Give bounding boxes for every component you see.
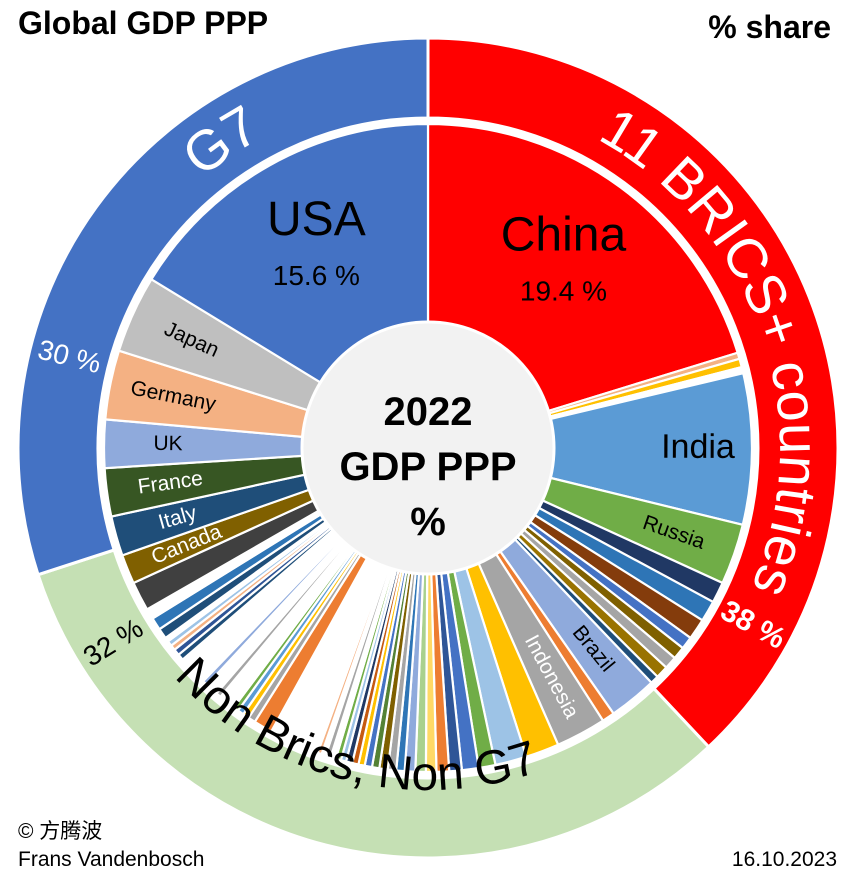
- author-text: Frans Vandenbosch: [18, 848, 205, 871]
- group-segment-non-brics-non-g7: [36, 548, 711, 860]
- center-hole: [300, 320, 556, 576]
- center-unit: %: [410, 500, 446, 544]
- slice-label-india: India: [661, 428, 735, 466]
- slice-label-china: China: [501, 209, 627, 262]
- chart-title: Global GDP PPP: [18, 5, 269, 41]
- center-year: 2022: [384, 390, 473, 434]
- slice-value-china: 19.4 %: [520, 276, 607, 307]
- group-segment-11-brics-countries: [426, 36, 840, 749]
- date-text: 16.10.2023: [731, 848, 837, 871]
- copyright-text: © 方腾波: [18, 820, 103, 843]
- outer-ring: [16, 36, 840, 860]
- chart-subtitle: % share: [708, 9, 831, 45]
- group-segment-g7: [16, 36, 430, 577]
- slice-value-usa: 15.6 %: [273, 260, 360, 291]
- slice-label-usa: USA: [267, 193, 366, 246]
- slice-label-uk: UK: [153, 432, 182, 455]
- center-metric: GDP PPP: [339, 445, 516, 489]
